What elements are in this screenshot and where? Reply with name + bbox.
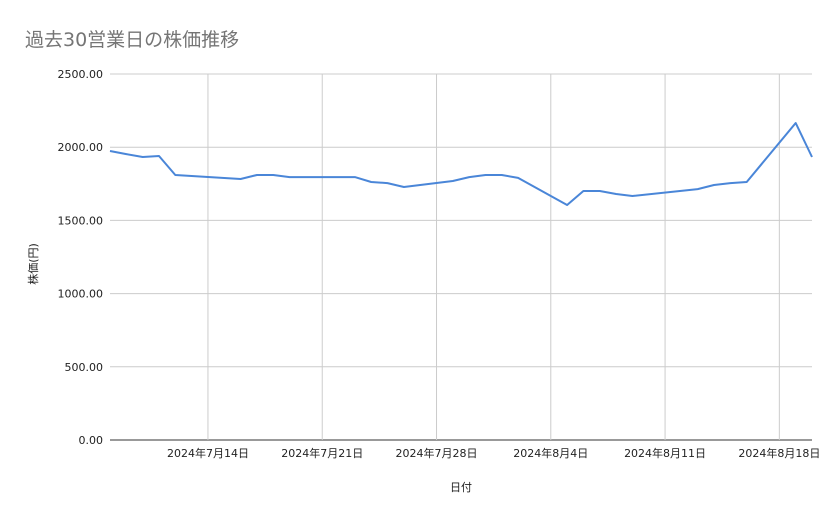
data-point [712, 183, 716, 187]
data-point [271, 173, 275, 177]
x-tick-label: 2024年8月11日 [624, 446, 706, 460]
data-point [173, 173, 177, 177]
x-tick-label: 2024年8月18日 [738, 446, 820, 460]
data-point [141, 155, 145, 159]
data-point [516, 176, 520, 180]
data-point [337, 175, 341, 179]
data-point [614, 192, 618, 196]
y-tick-label: 1000.00 [58, 288, 104, 301]
chart-title: 過去30営業日の株価推移 [25, 29, 239, 51]
data-point [108, 149, 112, 153]
data-point [565, 203, 569, 207]
data-point [598, 189, 602, 193]
data-point [451, 179, 455, 183]
data-point [810, 155, 814, 159]
series-line [109, 122, 813, 206]
data-point [794, 121, 798, 125]
x-axis-label: 日付 [450, 481, 472, 494]
data-point [157, 154, 161, 158]
data-point [402, 185, 406, 189]
y-tick-label: 2500.00 [58, 68, 104, 81]
data-point [581, 189, 585, 193]
data-point [386, 181, 390, 185]
y-axis-label: 株価(円) [26, 243, 40, 285]
x-tick-label: 2024年7月14日 [167, 446, 249, 460]
y-tick-label: 0.00 [79, 434, 104, 447]
data-point [745, 180, 749, 184]
data-point [124, 152, 128, 156]
y-tick-label: 1500.00 [58, 214, 104, 227]
x-tick-label: 2024年7月28日 [396, 446, 478, 460]
data-point [696, 187, 700, 191]
x-tick-label: 2024年7月21日 [281, 446, 363, 460]
data-point [288, 175, 292, 179]
data-point [483, 173, 487, 177]
data-point [467, 175, 471, 179]
data-point [255, 173, 259, 177]
data-point [728, 181, 732, 185]
data-point [239, 177, 243, 181]
data-point [353, 175, 357, 179]
x-tick-label: 2024年8月4日 [513, 446, 588, 460]
data-point [500, 173, 504, 177]
y-tick-label: 2000.00 [58, 141, 104, 154]
data-point [630, 194, 634, 198]
y-tick-label: 500.00 [65, 361, 104, 374]
data-point [369, 180, 373, 184]
